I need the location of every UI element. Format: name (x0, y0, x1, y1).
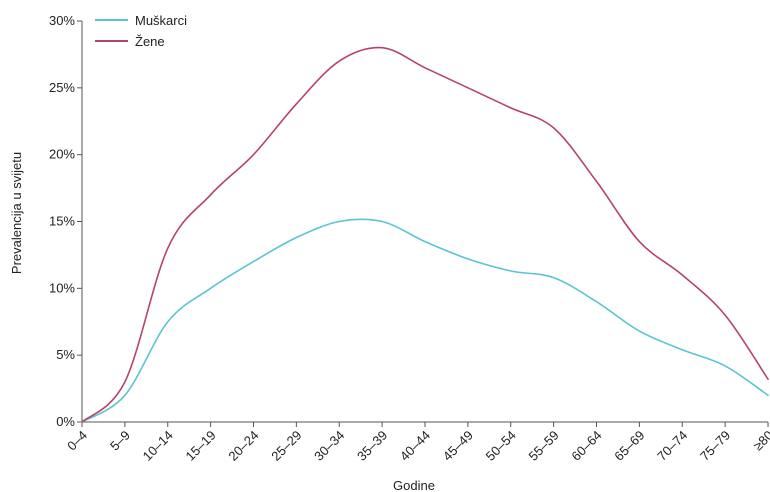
x-tick-label: 35–39 (354, 428, 390, 464)
y-tick-label: 0% (56, 414, 75, 429)
y-tick-label: 10% (49, 280, 75, 295)
x-tick-label: 10–14 (140, 428, 176, 464)
x-tick-label: 15–19 (183, 428, 219, 464)
x-tick-label: 55–59 (526, 428, 562, 464)
y-tick-label: 5% (56, 347, 75, 362)
series-line (81, 46, 769, 423)
legend-label: Žene (135, 34, 165, 49)
y-tick-label: 15% (49, 214, 75, 229)
x-tick-label: 45–49 (440, 428, 476, 464)
x-tick-label: 5–9 (107, 428, 133, 454)
x-tick-label: 60–64 (568, 428, 604, 464)
x-tick-label: 65–69 (611, 428, 647, 464)
x-axis-title: Godine (393, 478, 435, 492)
x-tick-label: 20–24 (225, 428, 261, 464)
x-tick-label: 30–34 (311, 428, 347, 464)
y-tick-label: 25% (49, 80, 75, 95)
y-axis-title: Prevalencija u svijetu (9, 152, 24, 274)
y-ticks: 0% 5% 10% 15% 20% 25% 30% (49, 13, 82, 429)
series-lines (81, 46, 769, 423)
x-tick-label: 70–74 (654, 428, 690, 464)
legend: Muškarci Žene (95, 13, 187, 49)
x-tick-label: 75–79 (697, 428, 733, 464)
x-tick-label: 25–29 (268, 428, 304, 464)
y-tick-label: 30% (49, 13, 75, 28)
y-tick-label: 20% (49, 147, 75, 162)
x-tick-label: 0–4 (64, 428, 90, 454)
x-ticks: 0–4 5–9 10–14 15–19 20–24 25–29 30–34 35–39 40–4… (64, 422, 770, 464)
x-tick-label: 40–44 (397, 428, 433, 464)
x-tick-label: 50–54 (483, 428, 519, 464)
series-line (81, 218, 769, 423)
x-tick-label: ≥80 (750, 428, 770, 454)
legend-label: Muškarci (135, 13, 187, 28)
